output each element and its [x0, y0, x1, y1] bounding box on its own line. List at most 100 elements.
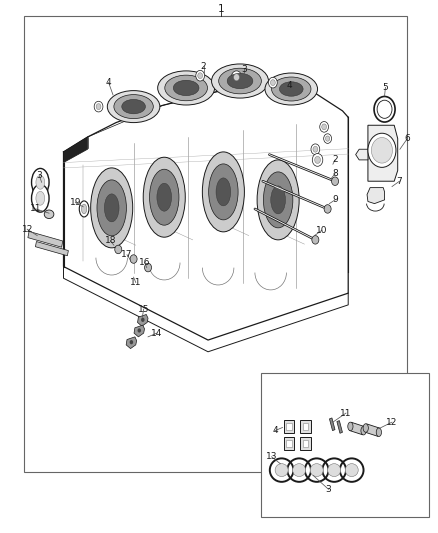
- Ellipse shape: [216, 178, 231, 206]
- Ellipse shape: [36, 191, 45, 205]
- Text: 7: 7: [396, 177, 403, 185]
- Circle shape: [321, 124, 326, 130]
- Bar: [24, 16, 407, 472]
- Text: 18: 18: [105, 237, 116, 245]
- Text: 4: 4: [272, 426, 278, 435]
- Bar: [300, 420, 311, 433]
- Polygon shape: [329, 418, 335, 431]
- Circle shape: [311, 144, 320, 155]
- Ellipse shape: [173, 80, 199, 95]
- Ellipse shape: [271, 186, 286, 214]
- Circle shape: [324, 134, 332, 143]
- Polygon shape: [356, 149, 368, 160]
- Ellipse shape: [157, 183, 172, 211]
- Text: 17: 17: [121, 251, 133, 259]
- Circle shape: [96, 103, 101, 110]
- Text: 14: 14: [151, 329, 162, 337]
- Text: 12: 12: [21, 225, 33, 233]
- Ellipse shape: [122, 99, 145, 114]
- Circle shape: [271, 79, 275, 86]
- Ellipse shape: [208, 164, 238, 220]
- Text: 3: 3: [325, 485, 332, 494]
- Ellipse shape: [265, 73, 318, 105]
- Ellipse shape: [272, 77, 311, 101]
- Circle shape: [371, 138, 392, 163]
- Polygon shape: [126, 337, 137, 349]
- Circle shape: [145, 263, 152, 272]
- Text: 8: 8: [332, 169, 338, 178]
- Circle shape: [332, 177, 339, 185]
- Ellipse shape: [91, 168, 133, 248]
- Bar: [286, 423, 292, 430]
- Polygon shape: [138, 314, 148, 326]
- Polygon shape: [337, 421, 343, 433]
- Ellipse shape: [348, 422, 353, 431]
- Ellipse shape: [361, 426, 366, 435]
- Circle shape: [314, 156, 321, 164]
- Text: 11: 11: [30, 205, 42, 213]
- Ellipse shape: [44, 210, 54, 219]
- Text: 11: 11: [130, 278, 141, 287]
- Ellipse shape: [81, 204, 87, 214]
- Circle shape: [198, 73, 202, 79]
- Ellipse shape: [279, 82, 303, 96]
- Circle shape: [312, 236, 319, 244]
- Text: 11: 11: [340, 409, 352, 417]
- Ellipse shape: [114, 94, 153, 118]
- Ellipse shape: [107, 91, 160, 123]
- Text: 10: 10: [316, 226, 328, 235]
- Text: 6: 6: [404, 134, 410, 143]
- Ellipse shape: [79, 201, 89, 217]
- Circle shape: [324, 205, 331, 213]
- Ellipse shape: [36, 175, 45, 189]
- Polygon shape: [367, 188, 385, 204]
- Ellipse shape: [376, 428, 381, 437]
- Ellipse shape: [165, 75, 208, 101]
- Circle shape: [312, 154, 323, 166]
- Circle shape: [325, 136, 330, 141]
- Circle shape: [268, 77, 277, 88]
- Circle shape: [320, 122, 328, 132]
- Ellipse shape: [32, 184, 49, 212]
- Text: 2: 2: [332, 156, 338, 164]
- Ellipse shape: [275, 464, 288, 477]
- Ellipse shape: [97, 180, 127, 236]
- Polygon shape: [28, 231, 63, 247]
- Ellipse shape: [32, 168, 49, 196]
- Bar: [300, 437, 311, 450]
- Ellipse shape: [158, 71, 215, 105]
- Ellipse shape: [104, 194, 119, 222]
- Circle shape: [115, 245, 122, 254]
- Circle shape: [130, 255, 137, 263]
- Circle shape: [233, 74, 240, 81]
- Polygon shape: [134, 325, 145, 337]
- Text: 15: 15: [138, 305, 149, 313]
- Ellipse shape: [328, 464, 341, 477]
- Circle shape: [196, 70, 205, 81]
- Ellipse shape: [212, 64, 268, 98]
- Text: 16: 16: [139, 258, 150, 266]
- Circle shape: [94, 101, 103, 112]
- Ellipse shape: [310, 464, 323, 477]
- Text: 9: 9: [332, 196, 338, 204]
- Bar: [261, 373, 429, 517]
- Ellipse shape: [263, 172, 293, 228]
- Polygon shape: [35, 241, 68, 256]
- Ellipse shape: [293, 464, 306, 477]
- Circle shape: [231, 71, 242, 84]
- Text: 3: 3: [36, 172, 42, 180]
- Ellipse shape: [202, 152, 244, 232]
- Polygon shape: [365, 424, 380, 437]
- Polygon shape: [350, 422, 364, 435]
- Circle shape: [368, 133, 396, 167]
- Ellipse shape: [363, 424, 368, 432]
- Ellipse shape: [227, 74, 253, 88]
- Text: 13: 13: [266, 453, 277, 461]
- Circle shape: [130, 340, 133, 344]
- Ellipse shape: [219, 68, 261, 94]
- Polygon shape: [368, 125, 398, 181]
- Text: 19: 19: [70, 198, 81, 207]
- Circle shape: [141, 318, 145, 322]
- Ellipse shape: [257, 160, 299, 240]
- Bar: [284, 420, 294, 433]
